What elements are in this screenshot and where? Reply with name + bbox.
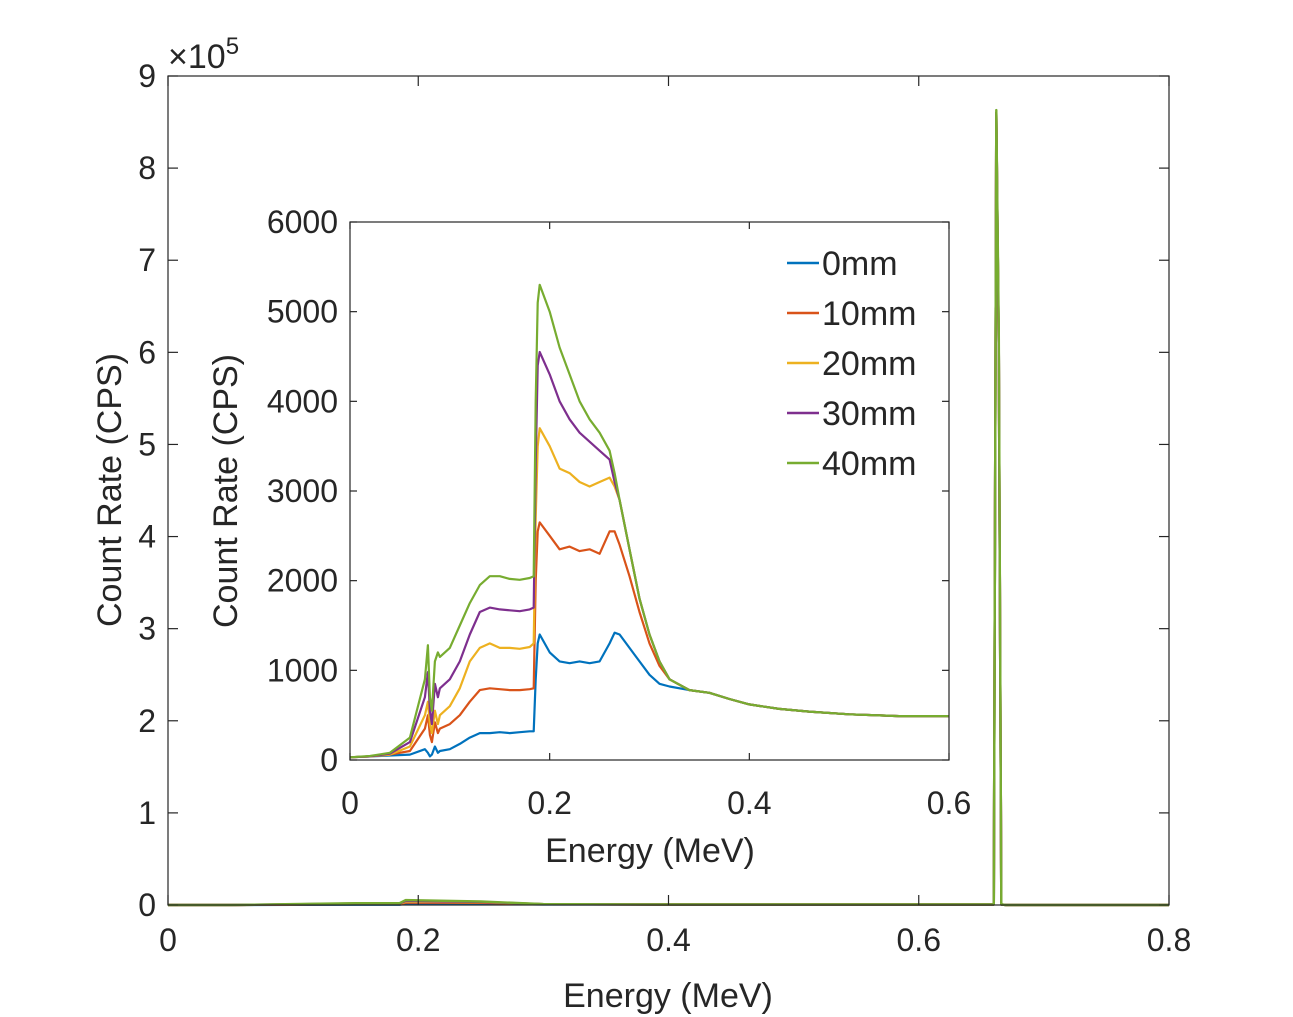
main-x-axis-title: Energy (MeV) — [563, 977, 773, 1015]
main-y-tick-label: 1 — [138, 795, 156, 831]
main-y-multiplier-exponent: 5 — [226, 33, 239, 60]
legend-label-40mm: 40mm — [822, 445, 916, 483]
main-x-tick-label: 0.8 — [1147, 922, 1191, 958]
main-x-tick-label: 0.6 — [897, 922, 941, 958]
inset-x-tick-label: 0 — [341, 785, 359, 821]
main-y-tick-label: 8 — [138, 150, 156, 186]
inset-legend: 0mm 10mm 20mm 30mm 40mm — [787, 245, 916, 483]
main-x-tick-label: 0 — [159, 922, 177, 958]
main-y-tick-label: 7 — [138, 242, 156, 278]
inset-x-axis-title: Energy (MeV) — [545, 832, 755, 870]
main-y-tick-label: 3 — [138, 611, 156, 647]
inset-y-tick-label: 2000 — [267, 563, 338, 599]
inset-y-tick-label: 3000 — [267, 473, 338, 509]
inset-ticks: 0 0.2 0.4 0.6 0 1000 2000 3000 4000 5000 6000 — [267, 204, 971, 821]
inset-y-axis-title: Count Rate (CPS) — [207, 354, 245, 628]
legend-label-20mm: 20mm — [822, 345, 916, 383]
main-x-tick-label: 0.4 — [646, 922, 690, 958]
inset-x-tick-label: 0.6 — [927, 785, 971, 821]
inset-plot-background — [350, 222, 949, 760]
inset-chart: 0 0.2 0.4 0.6 0 1000 2000 3000 4000 5000 6000 Ener… — [207, 204, 971, 870]
inset-y-tick-label: 5000 — [267, 294, 338, 330]
main-x-tick-label: 0.2 — [396, 922, 440, 958]
main-y-multiplier-base: ×10 — [168, 38, 226, 76]
main-y-tick-label: 9 — [138, 58, 156, 94]
legend-label-10mm: 10mm — [822, 295, 916, 333]
inset-x-tick-label: 0.2 — [527, 785, 571, 821]
main-y-tick-label: 6 — [138, 334, 156, 370]
inset-y-tick-label: 0 — [320, 742, 338, 778]
inset-series-group — [349, 283, 949, 759]
legend-label-30mm: 30mm — [822, 395, 916, 433]
legend-label-0mm: 0mm — [822, 245, 898, 283]
main-y-tick-label: 0 — [138, 887, 156, 923]
inset-y-tick-label: 6000 — [267, 204, 338, 240]
main-y-tick-label: 5 — [138, 426, 156, 462]
main-y-axis-title: Count Rate (CPS) — [91, 353, 129, 627]
main-ticks: 0 0.2 0.4 0.6 0.8 0 1 2 3 4 5 6 7 8 9 — [138, 58, 1191, 958]
main-y-tick-label: 4 — [138, 519, 156, 555]
inset-y-tick-label: 4000 — [267, 383, 338, 419]
main-y-multiplier: ×105 — [168, 33, 239, 76]
inset-series-line-40mm — [349, 283, 949, 759]
inset-y-tick-label: 1000 — [267, 652, 338, 688]
main-y-tick-label: 2 — [138, 703, 156, 739]
inset-x-tick-label: 0.4 — [727, 785, 771, 821]
